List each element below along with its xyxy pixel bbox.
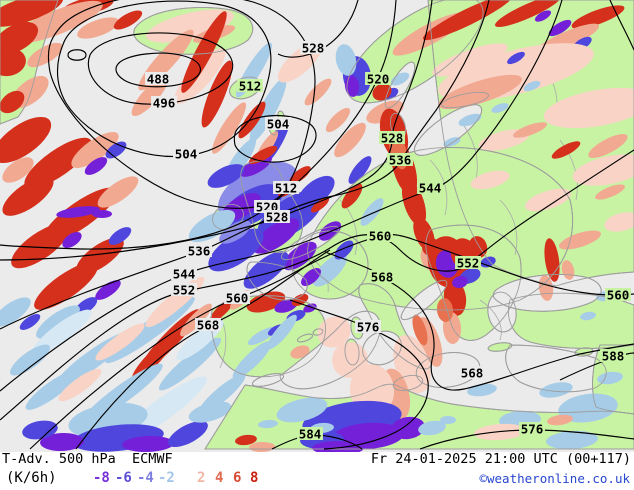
weather-map: 4884965045045125125205205285285285365365… [0, 0, 634, 452]
legend-bar: (K/6h) -8 -6 -4 -2 2 4 6 8 ©weatheronline.co.uk [0, 469, 634, 489]
contour-label: 536 [188, 244, 211, 259]
contour-label: 568 [371, 270, 394, 285]
contour-label: 544 [419, 181, 442, 196]
contour-label: 552 [457, 256, 480, 271]
legend-value: 4 [215, 470, 224, 486]
title-bar: T-Adv. 500 hPa ECMWF Fr 24-01-2025 21:00… [0, 451, 634, 469]
legend-value: -4 [137, 470, 154, 486]
contour-label: 544 [173, 267, 196, 282]
contour-label: 528 [302, 41, 325, 56]
legend-value: 6 [233, 470, 242, 486]
contour-label: 512 [239, 79, 262, 94]
contour-label: 576 [521, 422, 544, 437]
contour-label: 568 [461, 366, 484, 381]
units-label: (K/6h) [6, 470, 57, 486]
contour-label: 584 [299, 427, 322, 442]
contour-label: 504 [267, 117, 290, 132]
contour-label: 496 [153, 96, 176, 111]
contour-label: 576 [357, 320, 380, 335]
map-title: T-Adv. 500 hPa ECMWF [2, 451, 173, 467]
contour-label: 488 [147, 72, 170, 87]
copyright-link[interactable]: ©weatheronline.co.uk [479, 471, 630, 486]
contour-label: 528 [381, 131, 404, 146]
contour-label: 512 [275, 181, 298, 196]
legend-value: -6 [115, 470, 132, 486]
contour-label: 560 [607, 288, 630, 303]
contour-label: 560 [369, 229, 392, 244]
legend-value: -2 [158, 470, 175, 486]
valid-datetime: Fr 24-01-2025 21:00 UTC (00+117) [370, 451, 631, 467]
contour-label: 520 [367, 72, 390, 87]
legend-value: 2 [197, 470, 206, 486]
contour-label: 588 [602, 349, 625, 364]
contour-label: 568 [197, 318, 220, 333]
contour-label: 560 [226, 291, 249, 306]
contour-label: 552 [173, 283, 196, 298]
contour-label: 504 [175, 147, 198, 162]
contour-label: 536 [389, 153, 412, 168]
legend-value: -8 [93, 470, 110, 486]
contour-label: 528 [266, 210, 289, 225]
legend-value: 8 [250, 470, 259, 486]
